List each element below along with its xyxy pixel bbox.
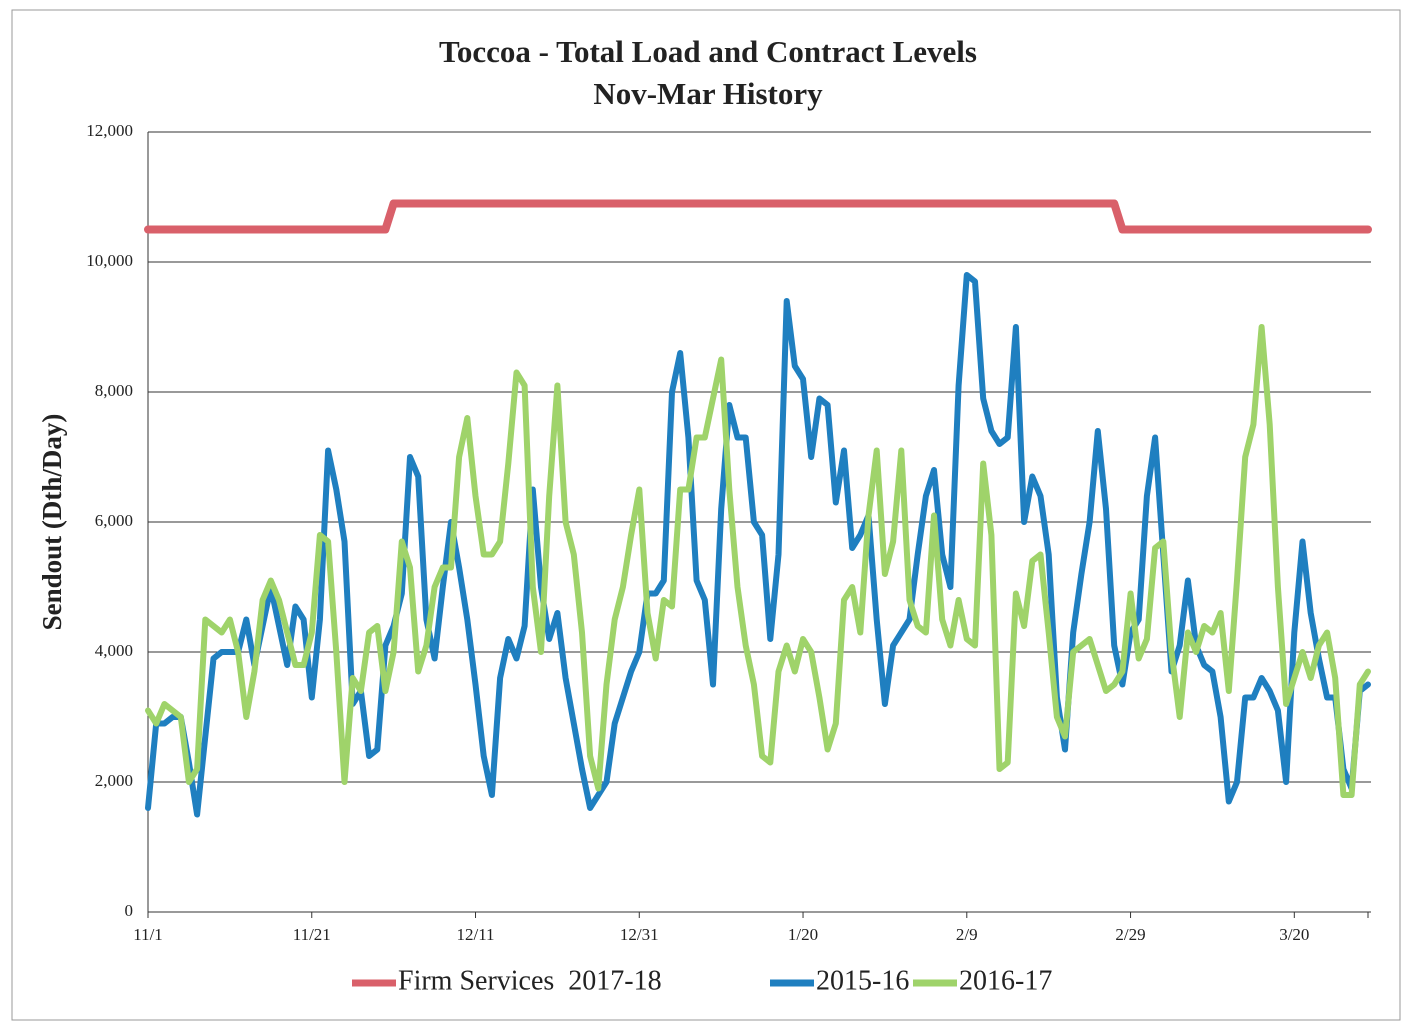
y-tick-label: 2,000	[95, 771, 133, 790]
y-tick-label: 6,000	[95, 511, 133, 530]
x-tick-label: 11/1	[133, 925, 163, 944]
chart-title: Toccoa - Total Load and Contract Levels	[439, 34, 977, 69]
x-tick-label: 2/29	[1115, 925, 1145, 944]
y-tick-label: 12,000	[86, 121, 133, 140]
chart-subtitle: Nov-Mar History	[593, 76, 823, 111]
y-tick-label: 10,000	[86, 251, 133, 270]
series-line	[145, 324, 1371, 798]
y-tick-label: 4,000	[95, 641, 133, 660]
legend-label: 2015-16	[816, 965, 909, 996]
y-tick-label: 0	[125, 901, 134, 920]
series-line	[144, 199, 1372, 234]
y-tick-label: 8,000	[95, 381, 133, 400]
x-tick-label: 3/20	[1279, 925, 1309, 944]
x-tick-label: 1/20	[788, 925, 818, 944]
x-tick-label: 12/31	[620, 925, 659, 944]
x-tick-label: 12/11	[456, 925, 494, 944]
chart-border	[11, 9, 1401, 1021]
y-axis-title: Sendout (Dth/Day)	[37, 414, 67, 631]
x-tick-label: 11/21	[293, 925, 331, 944]
legend-label: Firm Services 2017-18	[398, 965, 662, 996]
x-tick-label: 2/9	[956, 925, 978, 944]
legend-label: 2016-17	[959, 965, 1052, 996]
